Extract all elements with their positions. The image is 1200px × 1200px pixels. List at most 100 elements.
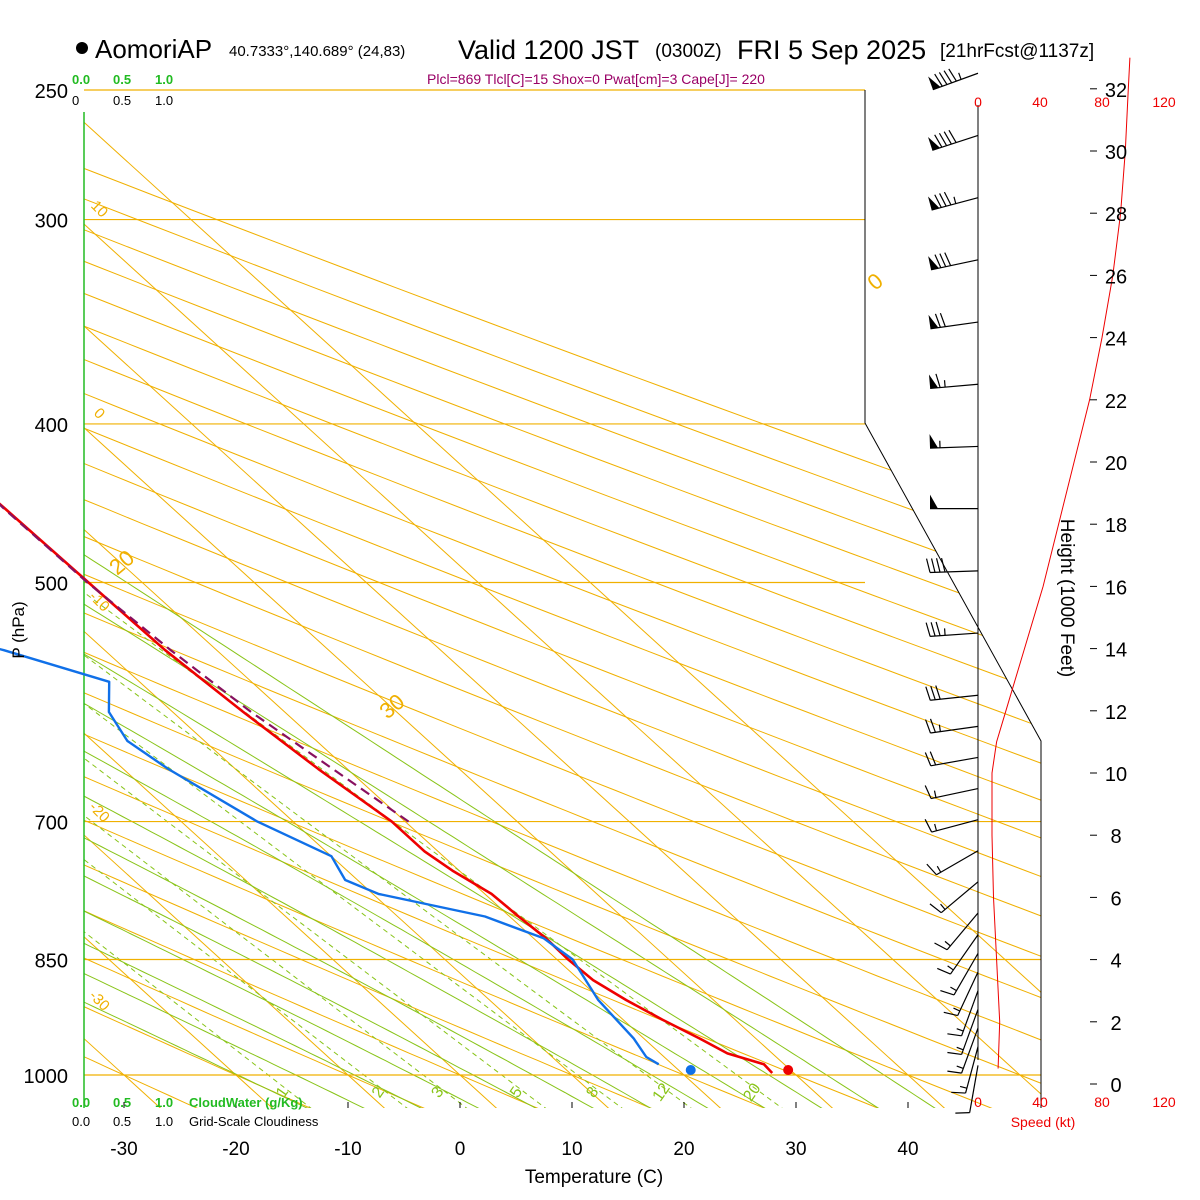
wind-barb-shaft (931, 819, 979, 833)
station-name: AomoriAP (95, 34, 212, 64)
wind-barbs (924, 68, 979, 1114)
wind-barb-flag (929, 751, 937, 766)
moist-adiabat-lines (84, 90, 969, 1108)
speed-tick-label-bottom: 0 (974, 1094, 982, 1110)
height-axis-label: Height (1000 Feet) (1056, 519, 1077, 677)
wind-barb-halfflag (953, 1007, 961, 1012)
wind-barb (930, 494, 978, 510)
cloud-top-green-0: 0.0 (72, 72, 90, 87)
wind-barb-flag (938, 72, 948, 85)
dry-adiabat-line (84, 90, 1041, 1108)
wind-barb (955, 1065, 979, 1114)
wind-barb (929, 881, 979, 914)
wind-barb-shaft (953, 953, 979, 996)
valid-date: FRI 5 Sep 2025 (737, 35, 926, 65)
wind-barb-pennant (928, 314, 939, 329)
mixing-ratio-label: 12 (650, 1080, 674, 1104)
pressure-tick-label: 500 (35, 574, 68, 596)
dry-adiabat-line (84, 90, 1041, 1108)
isotherm-label: -30 (86, 987, 113, 1014)
temperature-tick-label: -10 (334, 1139, 361, 1160)
wind-barb-flag (924, 819, 933, 833)
speed-tick-label-top: 40 (1032, 94, 1048, 110)
wind-barb (947, 990, 979, 1037)
wind-barb-flag (924, 785, 932, 799)
dry-adiabat-lines (84, 90, 1041, 1108)
speed-tick-label-bottom: 120 (1152, 1094, 1176, 1110)
mixing-ratio-line (84, 423, 356, 1108)
wind-barb-halfflag (938, 724, 941, 732)
isotherm-label: 10 (87, 197, 111, 221)
wind-barb (934, 912, 979, 951)
wind-barb (937, 934, 979, 975)
height-tick-label: 24 (1105, 329, 1127, 351)
wind-barb (928, 191, 979, 211)
wind-barb-flag (948, 129, 957, 143)
isotherm-lines (84, 90, 1041, 1108)
wind-barb-halfflag (947, 965, 954, 971)
dry-adiabat-line (84, 90, 1041, 1108)
speed-tick-label-top: 80 (1094, 94, 1110, 110)
height-tick-label: 20 (1105, 453, 1127, 475)
wind-barb-flag (951, 1091, 966, 1094)
wind-barb-flag (935, 373, 941, 388)
wind-barb-halfflag (943, 380, 946, 388)
sounding-traces (0, 502, 794, 1075)
height-tick-label: 18 (1105, 515, 1127, 537)
wind-barb-flag (930, 622, 936, 637)
isotherm-labels: 100-10-20-300102030 (86, 197, 888, 1014)
temperature-tick-label: 20 (673, 1139, 694, 1160)
dry-adiabat-line (84, 90, 1041, 1108)
gridscale-label: Grid-Scale Cloudiness (189, 1114, 319, 1129)
wind-barb-flag (940, 557, 946, 573)
cloud-bottom-green-1: 0.5 (113, 1095, 131, 1110)
cloud-top-black-0: 0 (72, 93, 79, 108)
wind-barb-flag (939, 312, 946, 327)
wind-barb-halfflag (950, 986, 957, 992)
plot-frame-right-edge (864, 90, 1042, 1108)
dry-adiabat-line (84, 90, 703, 1108)
station-coords: 40.7333°,140.689° (24,83) (229, 43, 405, 60)
wind-barb-pennant (929, 434, 939, 449)
wind-barb-shaft (930, 694, 979, 701)
wind-barb-halfflag (940, 903, 946, 910)
wind-barb-flag (930, 558, 936, 573)
moist-adiabat-line (84, 90, 465, 1108)
mixing-ratio-lines (84, 423, 830, 1108)
dry-adiabat-line (84, 90, 1041, 1108)
dry-adiabat-line (84, 90, 1041, 1108)
valid-time: Valid 1200 JST (458, 35, 639, 65)
surface-temperature-dot (783, 1065, 794, 1075)
height-tick-label: 28 (1105, 204, 1127, 226)
height-tick-label: 32 (1105, 80, 1127, 102)
wind-barb-flag (926, 863, 937, 876)
wind-barb-halfflag (956, 1046, 964, 1051)
isotherm-line (84, 90, 535, 1108)
wind-barb-flag (934, 313, 941, 328)
wind-barb-flag (947, 1033, 962, 1037)
temperature-axis-label: Temperature (C) (525, 1167, 663, 1188)
mixing-ratio-line (84, 423, 453, 1108)
wind-barb-flag (944, 252, 952, 266)
wind-barb-shaft (936, 850, 979, 876)
wind-barb-halfflag (934, 823, 938, 831)
cloud-top-black-2: 1.0 (155, 93, 173, 108)
wind-barb-shaft (946, 912, 979, 951)
wind-barb-halfflag (944, 940, 951, 947)
temperature-tick-label: 0 (455, 1139, 466, 1160)
speed-tick-label-bottom: 40 (1032, 1094, 1048, 1110)
cloudwater-label: CloudWater (g/Kg) (189, 1095, 303, 1110)
isotherm-line (84, 90, 423, 1108)
height-tick-label: 14 (1105, 640, 1127, 662)
speed-tick-label-top: 120 (1152, 94, 1176, 110)
dry-adiabat-line (84, 90, 1041, 1108)
isotherm-label: 0 (862, 268, 887, 295)
moist-adiabat-line (84, 90, 577, 1108)
wind-barb-shaft (957, 971, 979, 1016)
dry-adiabat-line (84, 90, 1041, 1108)
wind-barb-halfflag (959, 1085, 968, 1089)
height-tick-label: 6 (1110, 888, 1121, 910)
temperature-axis: -30 -20 -10 0 10 20 30 40 (110, 1102, 919, 1160)
wind-barb (924, 751, 979, 767)
